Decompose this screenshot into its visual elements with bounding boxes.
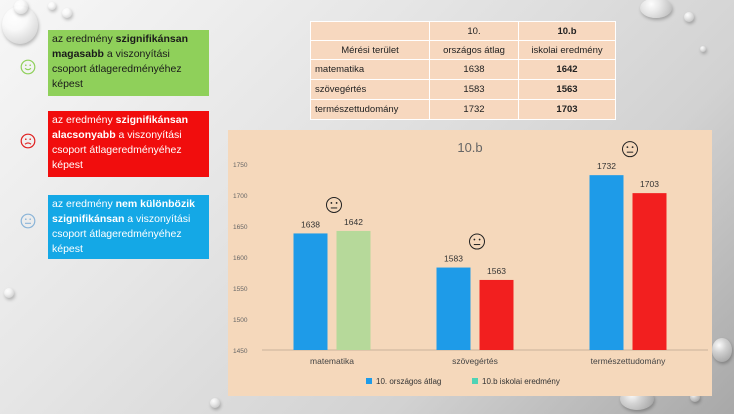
legend-label: 10. országos átlag: [376, 377, 441, 386]
y-tick-label: 1700: [233, 193, 248, 200]
water-drop: [210, 398, 220, 408]
water-drop: [62, 8, 72, 18]
x-tick-label: szövegértés: [452, 356, 498, 366]
neutral-face-icon: [622, 141, 638, 158]
legend-emphasis: szignifikánsan alacsonyabb: [52, 114, 188, 141]
table-header-cell: 10.b: [518, 21, 616, 41]
table-cell-school: 1563: [518, 79, 616, 100]
data-label: 1642: [344, 217, 363, 227]
neutral-face-icon: [20, 213, 36, 229]
legend-text: a viszonyítási csoport átlageredményéhez…: [52, 128, 182, 171]
bar-national: [589, 175, 624, 350]
table-cell-area: szövegértés: [310, 79, 430, 100]
data-label: 1563: [487, 266, 506, 276]
table-cell-area: természettudomány: [310, 99, 430, 120]
bar-national: [436, 267, 471, 350]
x-tick-label: matematika: [310, 356, 354, 366]
y-tick-label: 1550: [233, 286, 248, 293]
bar-national: [293, 233, 328, 350]
table-row: szövegértés 1583 1563: [310, 79, 616, 100]
face-eye: [335, 202, 338, 204]
chart-title: 10.b: [457, 140, 482, 155]
legend-emphasis: nem különbözik szignifikánsan: [52, 198, 195, 225]
face-eye: [478, 238, 481, 241]
legend-higher: az eredmény szignifikánsan magasabb a vi…: [48, 30, 209, 96]
table-cell-school: 1642: [518, 59, 616, 80]
neutral-face-icon: [326, 196, 342, 213]
water-drop: [48, 2, 56, 10]
x-tick-label: természettudomány: [591, 356, 666, 366]
table-header-row: Mérési terület országos átlag iskolai er…: [310, 40, 616, 60]
results-table: 10. 10.b Mérési terület országos átlag i…: [310, 21, 616, 120]
legend-swatch: [366, 378, 372, 384]
bar-school: [632, 193, 667, 350]
face-eye: [473, 238, 476, 241]
bar-school: [479, 279, 514, 350]
legend-text: az eredmény: [52, 33, 116, 45]
water-drop: [14, 0, 28, 14]
y-tick-label: 1750: [233, 162, 248, 169]
legend-label: 10.b iskolai eredmény: [482, 377, 560, 386]
y-tick-label: 1450: [233, 348, 248, 355]
table-header-cell: Mérési terület: [310, 40, 430, 60]
legend-emphasis: szignifikánsan magasabb: [52, 33, 188, 60]
data-label: 1638: [301, 219, 320, 229]
y-tick-label: 1600: [233, 255, 248, 262]
data-label: 1583: [444, 254, 463, 264]
table-header-cell: iskolai eredmény: [518, 40, 616, 60]
table-cell-national: 1732: [429, 99, 519, 120]
table-cell-national: 1638: [429, 59, 519, 80]
table-header-cell: országos átlag: [429, 40, 519, 60]
legend-text: az eredmény: [52, 198, 116, 210]
y-tick-label: 1650: [233, 224, 248, 231]
y-tick-label: 1500: [233, 317, 248, 324]
table-cell-national: 1583: [429, 79, 519, 100]
legend-swatch: [472, 378, 478, 384]
legend-text: a viszonyítási csoport átlageredményéhez…: [52, 212, 191, 255]
water-drop: [684, 12, 694, 22]
legend-lower: az eredmény szignifikánsan alacsonyabb a…: [48, 111, 209, 177]
data-label: 1732: [597, 161, 616, 171]
water-drop: [4, 288, 14, 298]
legend-text: az eredmény: [52, 114, 116, 126]
water-drop: [690, 392, 700, 402]
frown-icon: [20, 133, 36, 149]
smile-icon: [20, 59, 36, 75]
table-row: matematika 1638 1642: [310, 59, 616, 80]
table-header-row: 10. 10.b: [310, 21, 616, 41]
table-header-cell: 10.: [429, 21, 519, 41]
table-header-cell: [310, 21, 430, 41]
water-drop: [700, 46, 706, 52]
legend-text: a viszonyítási csoport átlageredményéhez…: [52, 47, 182, 90]
bar-school: [336, 230, 371, 350]
water-drop: [712, 338, 732, 362]
neutral-face-icon: [469, 233, 485, 250]
legend-no-difference: az eredmény nem különbözik szignifikánsa…: [48, 195, 209, 259]
table-cell-area: matematika: [310, 59, 430, 80]
table-row: természettudomány 1732 1703: [310, 99, 616, 120]
face-eye: [626, 146, 629, 149]
chart-panel: 10.b 1450 1500 1550 1600 1650 1700 1750 1638 1642…: [228, 130, 712, 396]
table-cell-school: 1703: [518, 99, 616, 120]
water-drop: [640, 0, 672, 18]
face-eye: [330, 202, 333, 204]
face-eye: [631, 146, 634, 149]
bar-chart: 10.b 1450 1500 1550 1600 1650 1700 1750 1638 1642…: [233, 140, 708, 386]
data-label: 1703: [640, 179, 659, 189]
